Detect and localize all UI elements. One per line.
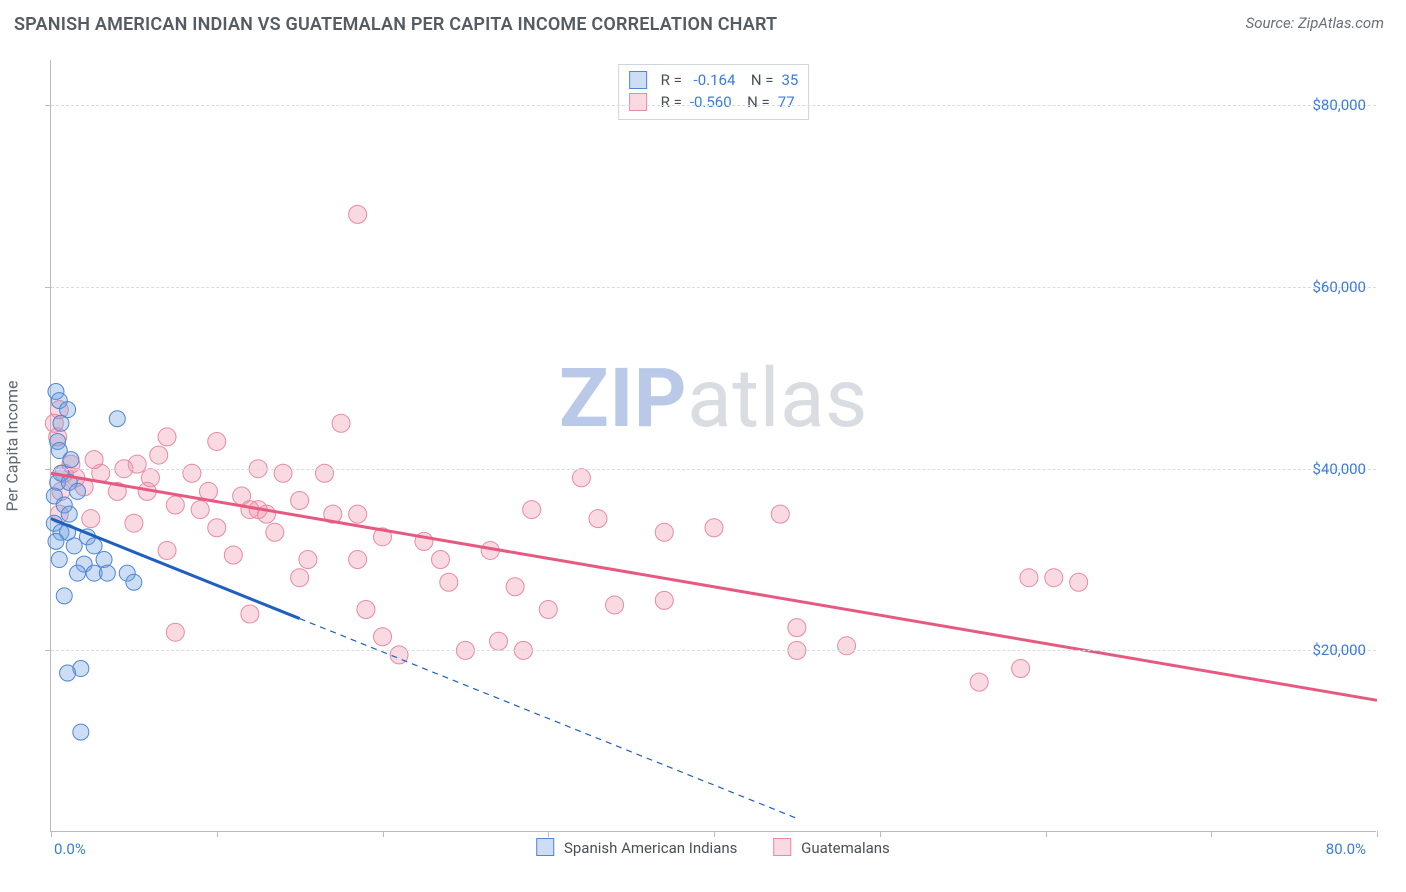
scatter-point <box>73 724 89 740</box>
trend-line <box>300 619 797 819</box>
y-tick-label: $80,000 <box>1312 96 1366 114</box>
scatter-point <box>291 569 309 587</box>
legend-label: Spanish American Indians <box>564 839 737 857</box>
scatter-point <box>523 501 541 519</box>
scatter-point <box>53 415 69 431</box>
swatch-series-b <box>629 93 647 111</box>
scatter-point <box>374 628 392 646</box>
chart-title: SPANISH AMERICAN INDIAN VS GUATEMALAN PE… <box>14 14 777 35</box>
legend-label: Guatemalans <box>801 839 890 857</box>
correlation-row-b: R =-0.560 N =77 <box>629 91 799 113</box>
swatch-series-a <box>629 71 647 89</box>
scatter-point <box>299 551 317 569</box>
swatch-icon <box>536 838 554 856</box>
scatter-point <box>158 541 176 559</box>
scatter-point <box>48 533 64 549</box>
scatter-point <box>315 464 333 482</box>
scatter-point <box>224 546 242 564</box>
legend-item-b: Guatemalans <box>773 838 889 857</box>
scatter-point <box>655 523 673 541</box>
scatter-point <box>572 469 590 487</box>
scatter-point <box>109 411 125 427</box>
scatter-point <box>1070 573 1088 591</box>
scatter-point <box>266 523 284 541</box>
scatter-point <box>82 510 100 528</box>
scatter-point <box>490 632 508 650</box>
y-tick-label: $20,000 <box>1312 641 1366 659</box>
scatter-point <box>241 605 259 623</box>
scatter-point <box>291 491 309 509</box>
scatter-point <box>125 514 143 532</box>
plot-svg <box>51 60 1376 831</box>
scatter-point <box>166 496 184 514</box>
scatter-point <box>589 510 607 528</box>
scatter-point <box>349 205 367 223</box>
scatter-point <box>606 596 624 614</box>
scatter-point <box>349 551 367 569</box>
scatter-point <box>128 455 146 473</box>
series-legend: Spanish American Indians Guatemalans <box>536 838 890 857</box>
scatter-point <box>1045 569 1063 587</box>
scatter-point <box>191 501 209 519</box>
scatter-point <box>655 591 673 609</box>
scatter-point <box>63 452 79 468</box>
scatter-point <box>99 565 115 581</box>
correlation-legend: R = -0.164 N =35 R =-0.560 N =77 <box>618 64 810 120</box>
scatter-point <box>60 665 76 681</box>
scatter-point <box>1020 569 1038 587</box>
scatter-point <box>1012 660 1030 678</box>
y-tick-label: $60,000 <box>1312 278 1366 296</box>
scatter-point <box>150 446 168 464</box>
y-axis-label: Per Capita Income <box>3 381 22 512</box>
swatch-icon <box>773 838 791 856</box>
scatter-point <box>274 464 292 482</box>
scatter-point <box>349 505 367 523</box>
x-axis-min-label: 0.0% <box>54 840 86 858</box>
scatter-point <box>183 464 201 482</box>
scatter-point <box>970 673 988 691</box>
scatter-point <box>539 600 557 618</box>
correlation-row-a: R = -0.164 N =35 <box>629 69 799 91</box>
plot-region: ZIPatlas R = -0.164 N =35 R =-0.560 N =7… <box>50 60 1376 832</box>
scatter-point <box>56 588 72 604</box>
scatter-point <box>357 600 375 618</box>
x-axis-max-label: 80.0% <box>1326 840 1366 858</box>
scatter-point <box>771 505 789 523</box>
scatter-point <box>126 574 142 590</box>
scatter-point <box>70 565 86 581</box>
scatter-point <box>158 428 176 446</box>
trend-line <box>51 473 1377 700</box>
scatter-point <box>70 483 86 499</box>
scatter-point <box>332 414 350 432</box>
scatter-point <box>166 623 184 641</box>
source-attribution: Source: ZipAtlas.com <box>1246 14 1384 32</box>
scatter-point <box>506 578 524 596</box>
chart-area: ZIPatlas R = -0.164 N =35 R =-0.560 N =7… <box>50 60 1376 832</box>
scatter-point <box>208 519 226 537</box>
y-tick-label: $40,000 <box>1312 460 1366 478</box>
scatter-point <box>705 519 723 537</box>
scatter-point <box>788 619 806 637</box>
scatter-point <box>51 552 67 568</box>
scatter-point <box>208 432 226 450</box>
scatter-point <box>61 506 77 522</box>
scatter-point <box>838 637 856 655</box>
scatter-point <box>432 551 450 569</box>
scatter-point <box>440 573 458 591</box>
scatter-point <box>86 538 102 554</box>
legend-item-a: Spanish American Indians <box>536 838 737 857</box>
